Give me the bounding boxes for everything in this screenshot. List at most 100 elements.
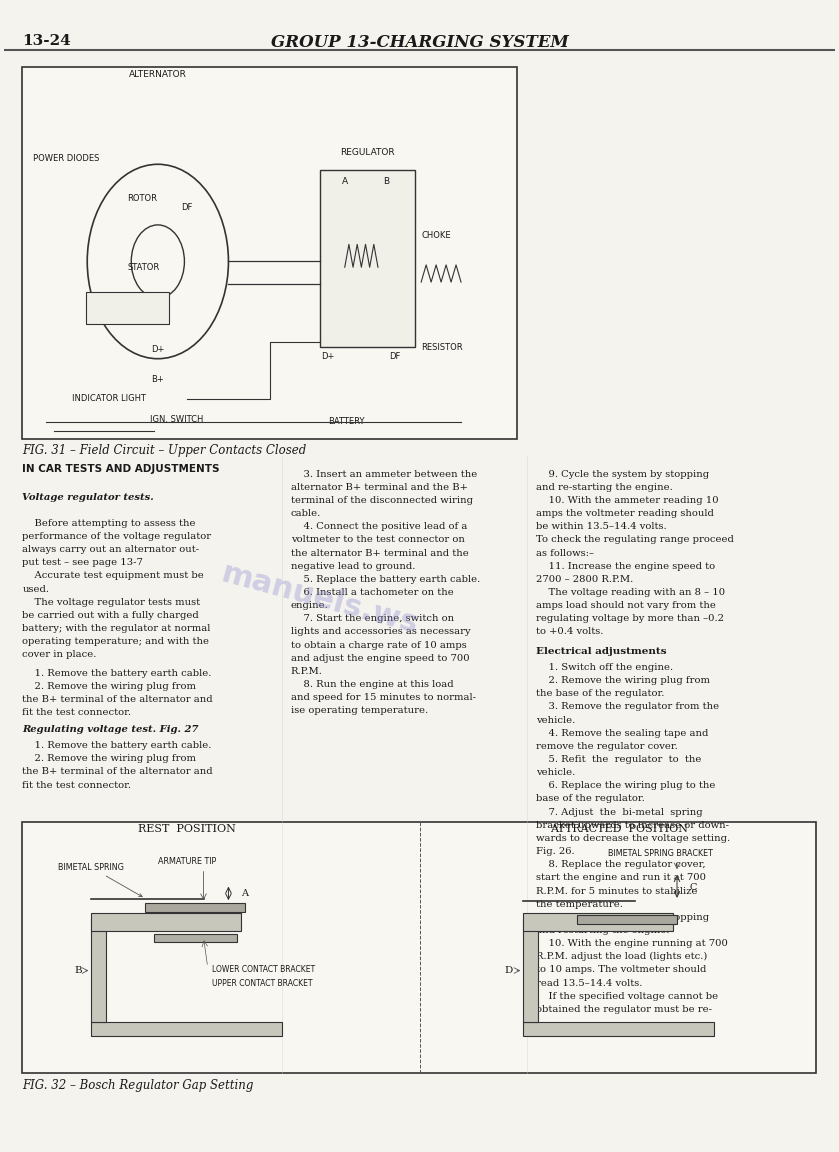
Text: cover in place.: cover in place.: [23, 651, 96, 659]
Bar: [145, 903, 245, 912]
Text: engine.: engine.: [291, 601, 329, 611]
Text: A: A: [341, 177, 348, 185]
Text: 7. Adjust  the  bi-metal  spring: 7. Adjust the bi-metal spring: [536, 808, 702, 817]
Text: to obtain a charge rate of 10 amps: to obtain a charge rate of 10 amps: [291, 641, 466, 650]
Text: 3. Insert an ammeter between the: 3. Insert an ammeter between the: [291, 470, 477, 478]
Text: lights and accessories as necessary: lights and accessories as necessary: [291, 628, 471, 636]
Text: 9. Cycle the system by stopping: 9. Cycle the system by stopping: [536, 912, 709, 922]
Text: D+: D+: [151, 346, 164, 354]
Text: B+: B+: [152, 374, 164, 384]
Text: operating temperature; and with the: operating temperature; and with the: [23, 637, 210, 646]
Text: ise operating temperature.: ise operating temperature.: [291, 706, 428, 715]
Text: R.P.M. adjust the load (lights etc.): R.P.M. adjust the load (lights etc.): [536, 953, 707, 962]
Text: terminal of the disconnected wiring: terminal of the disconnected wiring: [291, 497, 472, 505]
Text: STATOR: STATOR: [127, 263, 159, 272]
Text: RESISTOR: RESISTOR: [421, 343, 463, 351]
Text: BIMETAL SPRING BRACKET: BIMETAL SPRING BRACKET: [608, 849, 713, 858]
Text: POWER DIODES: POWER DIODES: [34, 154, 100, 164]
Text: amps the voltmeter reading should: amps the voltmeter reading should: [536, 509, 714, 518]
Text: performance of the voltage regulator: performance of the voltage regulator: [23, 532, 211, 541]
Text: GROUP 13-CHARGING SYSTEM: GROUP 13-CHARGING SYSTEM: [271, 33, 568, 51]
Text: used.: used.: [23, 584, 50, 593]
Text: put test – see page 13-7: put test – see page 13-7: [23, 559, 143, 567]
Text: 2. Remove the wiring plug from: 2. Remove the wiring plug from: [23, 755, 196, 764]
Text: B: B: [383, 177, 389, 185]
Text: INDICATOR LIGHT: INDICATOR LIGHT: [72, 394, 146, 403]
Text: 2. Remove the wiring plug from: 2. Remove the wiring plug from: [536, 676, 710, 685]
Text: amps load should not vary from the: amps load should not vary from the: [536, 601, 716, 611]
Text: UPPER CONTACT BRACKET: UPPER CONTACT BRACKET: [211, 979, 312, 987]
Text: 4. Connect the positive lead of a: 4. Connect the positive lead of a: [291, 522, 467, 531]
Text: 2700 – 2800 R.P.M.: 2700 – 2800 R.P.M.: [536, 575, 633, 584]
Text: be carried out with a fully charged: be carried out with a fully charged: [23, 611, 199, 620]
Text: D+: D+: [321, 351, 335, 361]
Text: 1. Switch off the engine.: 1. Switch off the engine.: [536, 662, 673, 672]
Bar: [524, 919, 539, 1022]
Text: Voltage regulator tests.: Voltage regulator tests.: [23, 493, 154, 501]
Text: cable.: cable.: [291, 509, 321, 518]
Text: to +0.4 volts.: to +0.4 volts.: [536, 628, 603, 636]
Text: bracket upwards to increase or down-: bracket upwards to increase or down-: [536, 821, 729, 829]
Text: B: B: [75, 967, 82, 975]
Text: LOWER CONTACT BRACKET: LOWER CONTACT BRACKET: [211, 965, 315, 973]
Text: Accurate test equipment must be: Accurate test equipment must be: [23, 571, 204, 581]
Text: 5. Replace the battery earth cable.: 5. Replace the battery earth cable.: [291, 575, 480, 584]
Text: the base of the regulator.: the base of the regulator.: [536, 689, 664, 698]
Text: obtained the regulator must be re-: obtained the regulator must be re-: [536, 1005, 711, 1014]
Text: the B+ terminal of the alternator and: the B+ terminal of the alternator and: [23, 695, 213, 704]
Text: 10. With the engine running at 700: 10. With the engine running at 700: [536, 939, 727, 948]
Text: REST  POSITION: REST POSITION: [138, 824, 236, 834]
Text: base of the regulator.: base of the regulator.: [536, 795, 644, 803]
Text: to 10 amps. The voltmeter should: to 10 amps. The voltmeter should: [536, 965, 706, 975]
Text: wards to decrease the voltage setting.: wards to decrease the voltage setting.: [536, 834, 730, 843]
Bar: [86, 293, 169, 325]
Text: The voltage reading with an 8 – 10: The voltage reading with an 8 – 10: [536, 588, 725, 597]
Text: read 13.5–14.4 volts.: read 13.5–14.4 volts.: [536, 979, 642, 987]
Text: manuels.ws: manuels.ws: [218, 559, 421, 639]
Text: 9. Cycle the system by stopping: 9. Cycle the system by stopping: [536, 470, 709, 478]
Text: If the specified voltage cannot be: If the specified voltage cannot be: [536, 992, 718, 1001]
Text: and restarting the engine.: and restarting the engine.: [536, 926, 670, 935]
Bar: [154, 934, 237, 942]
Text: Electrical adjustments: Electrical adjustments: [536, 647, 666, 657]
Bar: [23, 821, 816, 1074]
Text: REGULATOR: REGULATOR: [340, 149, 394, 158]
Bar: [23, 67, 517, 439]
Text: FIG. 31 – Field Circuit – Upper Contacts Closed: FIG. 31 – Field Circuit – Upper Contacts…: [23, 445, 307, 457]
Text: To check the regulating range proceed: To check the regulating range proceed: [536, 536, 733, 545]
Text: 8. Run the engine at this load: 8. Run the engine at this load: [291, 680, 453, 689]
Text: BIMETAL SPRING: BIMETAL SPRING: [58, 863, 142, 896]
Text: and adjust the engine speed to 700: and adjust the engine speed to 700: [291, 654, 469, 662]
Text: DF: DF: [389, 351, 400, 361]
Text: voltmeter to the test connector on: voltmeter to the test connector on: [291, 536, 465, 545]
Text: ROTOR: ROTOR: [127, 194, 157, 203]
Text: IN CAR TESTS AND ADJUSTMENTS: IN CAR TESTS AND ADJUSTMENTS: [23, 464, 220, 473]
Text: R.P.M.: R.P.M.: [291, 667, 323, 676]
Text: ATTRACTED  POSITION: ATTRACTED POSITION: [550, 824, 688, 834]
Text: 4. Remove the sealing tape and: 4. Remove the sealing tape and: [536, 729, 708, 737]
Bar: [91, 1022, 283, 1036]
Text: 10. With the ammeter reading 10: 10. With the ammeter reading 10: [536, 497, 718, 505]
Text: 8. Replace the regulator cover,: 8. Replace the regulator cover,: [536, 861, 706, 870]
Bar: [524, 914, 673, 931]
Text: 1. Remove the battery earth cable.: 1. Remove the battery earth cable.: [23, 741, 211, 750]
Text: the temperature.: the temperature.: [536, 900, 623, 909]
Text: Before attempting to assess the: Before attempting to assess the: [23, 518, 196, 528]
Bar: [91, 914, 241, 931]
Text: 6. Replace the wiring plug to the: 6. Replace the wiring plug to the: [536, 781, 715, 790]
Text: IGN. SWITCH: IGN. SWITCH: [149, 415, 203, 424]
Text: R.P.M. for 5 minutes to stabilize: R.P.M. for 5 minutes to stabilize: [536, 887, 697, 895]
Text: start the engine and run it at 700: start the engine and run it at 700: [536, 873, 706, 882]
Text: 6. Install a tachometer on the: 6. Install a tachometer on the: [291, 588, 454, 597]
Text: A: A: [241, 889, 248, 899]
Bar: [524, 1022, 714, 1036]
Text: FIELD DIODES: FIELD DIODES: [101, 304, 154, 313]
Text: vehicle.: vehicle.: [536, 715, 575, 725]
Text: 5. Refit  the  regulator  to  the: 5. Refit the regulator to the: [536, 755, 701, 764]
Text: 11. Increase the engine speed to: 11. Increase the engine speed to: [536, 562, 715, 570]
Text: negative lead to ground.: negative lead to ground.: [291, 562, 415, 570]
Text: fit the test connector.: fit the test connector.: [23, 781, 132, 789]
Text: 13-24: 13-24: [23, 33, 71, 48]
Text: as follows:–: as follows:–: [536, 548, 594, 558]
Text: Regulating voltage test. Fig. 27: Regulating voltage test. Fig. 27: [23, 726, 199, 734]
